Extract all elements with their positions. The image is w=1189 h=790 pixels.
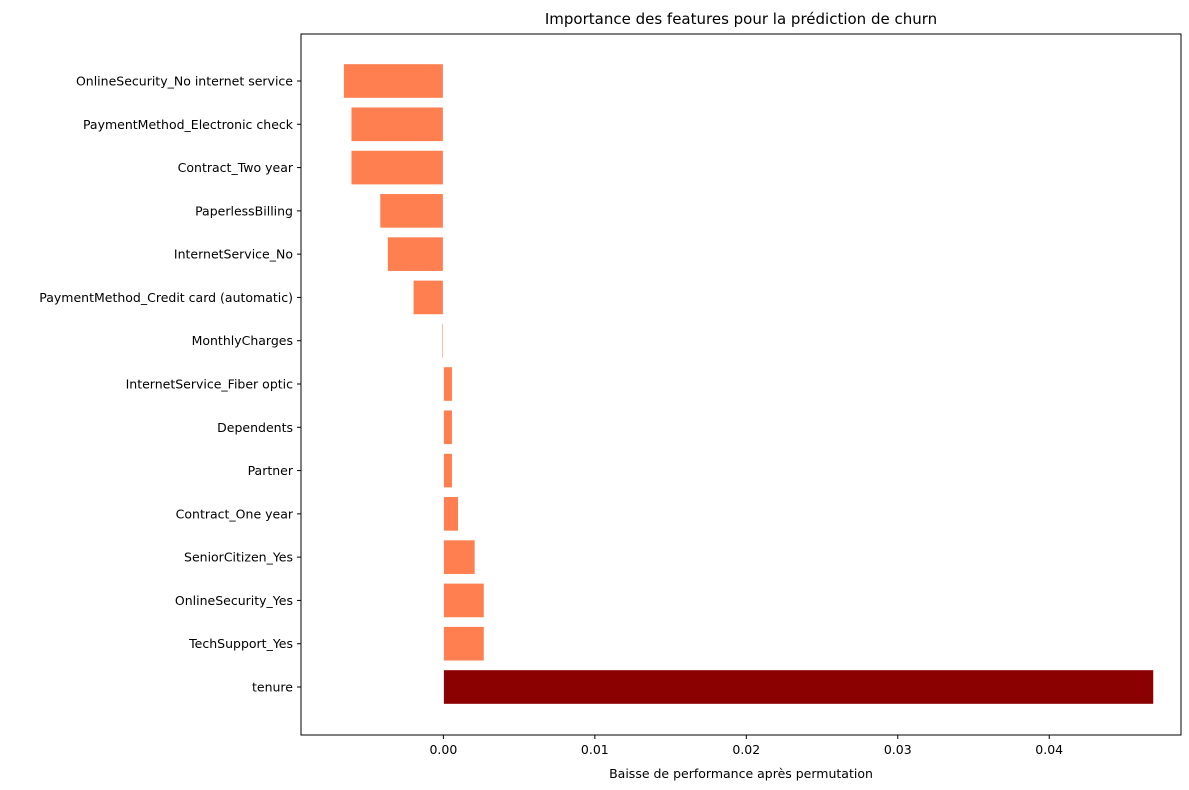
y-tick-label: Contract_One year [176,506,294,521]
y-tick-label: tenure [252,680,293,695]
x-axis-ticks: 0.00 0.01 0.02 0.03 0.04 [429,735,1063,757]
bar-paperlessbilling [379,193,444,229]
x-tick-label: 0.04 [1035,742,1063,757]
x-axis-title: Baisse de performance après permutation [609,766,873,781]
bar-internetservice-no [386,236,444,272]
y-tick-label: PaymentMethod_Credit card (automatic) [39,290,293,305]
bar-onlinesecurity-no-internet-service [342,63,444,99]
bar-internetservice-fiber-optic [442,366,453,402]
bar-partner [442,452,453,489]
bar-contract-one-year [442,496,460,532]
y-tick-label: PaymentMethod_Electronic check [83,117,294,132]
bars-group [342,63,1155,705]
bar-onlinesecurity-yes [442,582,485,619]
y-tick-label: OnlineSecurity_Yes [175,593,293,608]
y-tick-label: Dependents [217,420,293,435]
bar-techsupport-yes [442,625,485,662]
x-tick-label: 0.00 [429,742,457,757]
bar-dependents [442,409,453,446]
x-tick-label: 0.03 [884,742,912,757]
y-tick-label: OnlineSecurity_No internet service [76,74,293,89]
bar-paymentmethod-credit-card-automatic [412,279,444,316]
bar-seniorcitizen-yes [442,539,476,575]
y-tick-label: InternetService_Fiber optic [126,377,294,392]
y-tick-label: SeniorCitizen_Yes [184,550,293,565]
bar-contract-two-year [350,149,444,186]
y-tick-label: MonthlyCharges [192,333,293,348]
chart-title: Importance des features pour la prédicti… [545,10,937,28]
y-tick-label: PaperlessBilling [195,203,293,218]
x-tick-label: 0.02 [732,742,760,757]
bar-monthlycharges [441,322,444,359]
y-tick-label: InternetService_No [174,247,293,262]
y-tick-label: TechSupport_Yes [188,636,293,651]
x-tick-label: 0.01 [581,742,609,757]
y-tick-label: Contract_Two year [178,160,294,175]
y-axis-ticks: OnlineSecurity_No internet service Paymen… [39,74,301,695]
bar-tenure [442,669,1155,705]
y-tick-label: Partner [248,463,294,478]
bar-paymentmethod-electronic-check [350,106,444,143]
plot-area-frame [300,33,1182,736]
